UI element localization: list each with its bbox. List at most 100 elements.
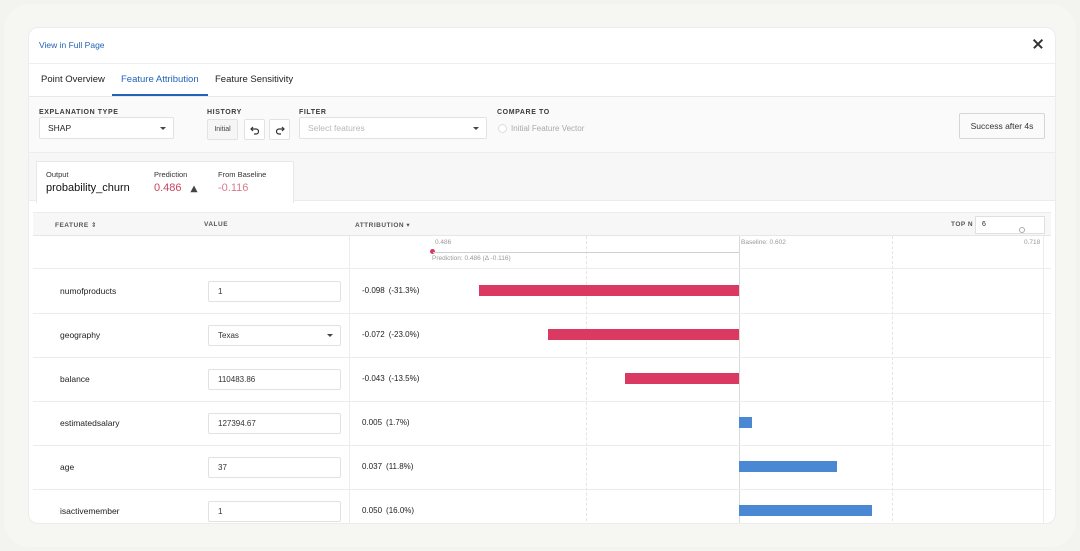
feature-value-input[interactable]: 1 — [208, 501, 341, 522]
feature-value-input[interactable]: 127394.67 — [208, 413, 341, 434]
topn-label: TOP N — [951, 221, 974, 228]
tab-point-overview[interactable]: Point Overview — [41, 74, 105, 85]
compare-to-label: COMPARE TO — [497, 109, 550, 116]
attribution-percent: (-31.3%) — [388, 286, 420, 295]
output-value: probability_churn — [46, 182, 130, 194]
feature-header-text: FEATURE — [55, 222, 89, 229]
undo-button[interactable] — [244, 119, 265, 140]
caret-down-icon — [160, 127, 166, 130]
controls-bar: EXPLANATION TYPE HISTORY FILTER COMPARE … — [29, 97, 1055, 153]
from-baseline-value: -0.116 — [218, 182, 249, 194]
caret-down-icon: ▾ — [406, 222, 411, 229]
attribution-value: -0.098 (-31.3%) — [362, 286, 419, 295]
feature-value-input[interactable]: 1 — [208, 281, 341, 302]
axis-min-label: 0.486 — [435, 239, 452, 246]
feature-name: estimatedsalary — [60, 418, 120, 428]
feature-value-text: 110483.86 — [218, 375, 256, 384]
attribution-value: -0.043 (-13.5%) — [362, 374, 419, 383]
filter-label: FILTER — [299, 109, 327, 116]
feature-value-input[interactable]: 110483.86 — [208, 369, 341, 390]
attribution-number: -0.072 — [362, 330, 385, 339]
feature-value-text: 1 — [218, 287, 223, 296]
attribution-bar — [625, 373, 739, 384]
baseline-line — [739, 236, 740, 523]
success-status-button[interactable]: Success after 4s — [959, 113, 1045, 139]
attribution-panel: View in Full Page Point Overview Feature… — [28, 27, 1056, 524]
attribution-number: -0.043 — [362, 374, 385, 383]
feature-value-text: 1 — [218, 507, 223, 516]
filter-placeholder: Select features — [308, 123, 365, 133]
filter-select[interactable]: Select features — [299, 117, 487, 139]
attribution-percent: (-23.0%) — [388, 330, 420, 339]
attribution-value: 0.005 (1.7%) — [362, 418, 410, 427]
from-baseline-label: From Baseline — [218, 170, 267, 179]
attribution-bar — [548, 329, 739, 340]
axis-max-label: 0.718 — [1024, 239, 1041, 246]
prediction-value: 0.486 — [154, 182, 182, 194]
explanation-type-label: EXPLANATION TYPE — [39, 109, 119, 116]
attribution-percent: (1.7%) — [386, 418, 410, 427]
attribution-number: 0.005 — [362, 418, 383, 427]
row-divider — [33, 445, 1051, 446]
warning-triangle-icon — [190, 185, 198, 193]
attribution-percent: (16.0%) — [386, 506, 415, 515]
attribution-percent: (-13.5%) — [388, 374, 420, 383]
feature-name: geography — [60, 330, 101, 340]
attribution-bar — [739, 461, 838, 472]
prediction-marker — [430, 249, 435, 254]
feature-column-header[interactable]: FEATURE ⇕ — [55, 221, 97, 229]
attribution-number: 0.050 — [362, 506, 383, 515]
column-divider — [1043, 236, 1044, 523]
row-divider — [33, 268, 1051, 269]
caret-down-icon — [327, 334, 333, 337]
row-divider — [33, 489, 1051, 490]
attribution-header-text: ATTRIBUTION — [355, 222, 405, 229]
compare-radio[interactable] — [498, 124, 507, 133]
attribution-bar — [739, 417, 753, 428]
feature-name: age — [60, 462, 75, 472]
feature-value-text: 37 — [218, 463, 227, 472]
prediction-label: Prediction — [154, 170, 188, 179]
history-initial[interactable]: Initial — [207, 119, 238, 140]
topn-slider-knob[interactable] — [1019, 227, 1025, 233]
axis-prediction-label: Prediction: 0.486 (Δ -0.116) — [432, 255, 511, 262]
prediction-scale-line — [433, 252, 739, 253]
tab-feature-sensitivity[interactable]: Feature Sensitivity — [215, 74, 294, 85]
attribution-value: 0.050 (16.0%) — [362, 506, 414, 515]
row-divider — [33, 313, 1051, 314]
explanation-type-select[interactable]: SHAP — [39, 117, 174, 139]
value-column-header: VALUE — [204, 221, 229, 228]
grid-dashed-line — [586, 236, 587, 523]
feature-value-text: Texas — [218, 331, 239, 340]
attribution-value: 0.037 (11.8%) — [362, 462, 413, 471]
history-label: HISTORY — [207, 109, 242, 116]
compare-option-label: Initial Feature Vector — [511, 124, 585, 133]
axis-baseline-label: Baseline: 0.602 — [741, 239, 786, 246]
topn-input[interactable]: 6 — [975, 216, 1045, 234]
tab-feature-attribution[interactable]: Feature Attribution — [112, 65, 208, 96]
table-header: FEATURE ⇕ VALUE ATTRIBUTION ▾ TOP N 6 — [33, 212, 1051, 236]
grid-dashed-line — [892, 236, 893, 523]
attribution-percent: (11.8%) — [386, 462, 414, 471]
explanation-type-value: SHAP — [48, 123, 72, 133]
feature-value-select[interactable]: Texas — [208, 325, 341, 346]
tab-bar: Point Overview Feature Attribution Featu… — [29, 65, 1055, 97]
caret-down-icon — [473, 127, 479, 130]
view-full-page-link[interactable]: View in Full Page — [39, 40, 105, 50]
panel-header: View in Full Page — [29, 28, 1055, 64]
sort-icon: ⇕ — [91, 222, 97, 229]
feature-name: balance — [60, 374, 90, 384]
attribution-number: 0.037 — [362, 462, 383, 471]
attribution-column-header[interactable]: ATTRIBUTION ▾ — [355, 221, 410, 229]
undo-icon — [250, 126, 260, 135]
redo-button[interactable] — [269, 119, 290, 140]
column-divider — [349, 236, 350, 523]
close-icon[interactable] — [1029, 35, 1047, 53]
feature-value-input[interactable]: 37 — [208, 457, 341, 478]
summary-card: Output probability_churn Prediction 0.48… — [36, 161, 294, 203]
row-divider — [33, 357, 1051, 358]
attribution-bar — [739, 505, 872, 516]
feature-name: numofproducts — [60, 286, 117, 296]
feature-name: isactivemember — [60, 506, 120, 516]
attribution-grid: 0.486 Baseline: 0.602 0.718 Prediction: … — [33, 227, 1051, 523]
